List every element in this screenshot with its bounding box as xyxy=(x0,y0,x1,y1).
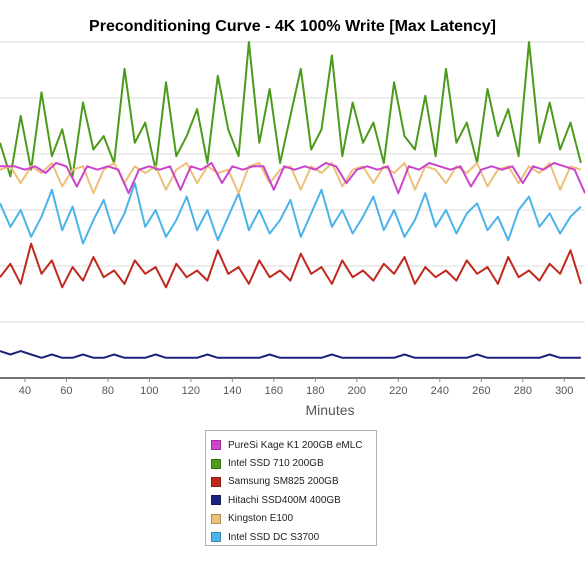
x-tick-label: 300 xyxy=(555,385,573,397)
legend-label: Kingston E100 xyxy=(228,513,294,525)
legend-item[interactable]: Kingston E100 xyxy=(211,510,376,528)
x-tick-label: 120 xyxy=(182,385,200,397)
x-axis-label: Minutes xyxy=(305,402,355,418)
x-tick-label: 180 xyxy=(306,385,324,397)
series-line-puresi-kage-k1-200gb-emlc xyxy=(0,162,585,195)
chart-title: Preconditioning Curve - 4K 100% Write [M… xyxy=(89,18,496,35)
legend-swatch xyxy=(211,532,221,543)
x-tick-label: 260 xyxy=(472,385,490,397)
x-tick-label: 240 xyxy=(431,385,449,397)
x-tick-label: 140 xyxy=(223,385,241,397)
x-tick-label: 220 xyxy=(389,385,407,397)
legend-label: Hitachi SSD400M 400GB xyxy=(228,494,341,506)
x-tick-label: 40 xyxy=(19,385,31,397)
legend-label: Samsung SM825 200GB xyxy=(228,476,339,488)
legend-item[interactable]: Samsung SM825 200GB xyxy=(211,473,376,491)
legend-item[interactable]: Intel SSD 710 200GB xyxy=(211,454,376,472)
series-line-intel-ssd-dc-s3700 xyxy=(0,182,582,245)
legend-label: PureSi Kage K1 200GB eMLC xyxy=(228,439,363,451)
legend-label: Intel SSD DC S3700 xyxy=(228,531,320,543)
x-tick-label: 200 xyxy=(348,385,366,397)
legend-item[interactable]: Intel SSD DC S3700 xyxy=(211,528,376,546)
legend-label: Intel SSD 710 200GB xyxy=(228,458,324,470)
legend-swatch xyxy=(211,513,221,524)
x-tick-label: 100 xyxy=(140,385,158,397)
x-tick-label: 160 xyxy=(265,385,283,397)
series-line-kingston-e100 xyxy=(0,162,582,195)
x-tick-label: 280 xyxy=(514,385,532,397)
legend-swatch xyxy=(211,458,221,469)
x-tick-label: 60 xyxy=(60,385,72,397)
legend-item[interactable]: Hitachi SSD400M 400GB xyxy=(211,491,376,509)
legend-swatch xyxy=(211,476,221,487)
series-line-intel-ssd-710-200gb xyxy=(0,41,582,178)
plot-area: 40 60 80 100 120 140 160 180 200 220 240 260 280 300 xyxy=(0,41,585,397)
legend: PureSi Kage K1 200GB eMLC Intel SSD 710 2… xyxy=(205,430,377,546)
legend-swatch xyxy=(211,495,221,506)
x-tick-label: 80 xyxy=(102,385,114,397)
series-line-samsung-sm825-200gb xyxy=(0,242,582,289)
series-line-hitachi-ssd400m-400gb xyxy=(0,350,581,359)
legend-swatch xyxy=(211,440,221,451)
legend-item[interactable]: PureSi Kage K1 200GB eMLC xyxy=(211,436,376,454)
